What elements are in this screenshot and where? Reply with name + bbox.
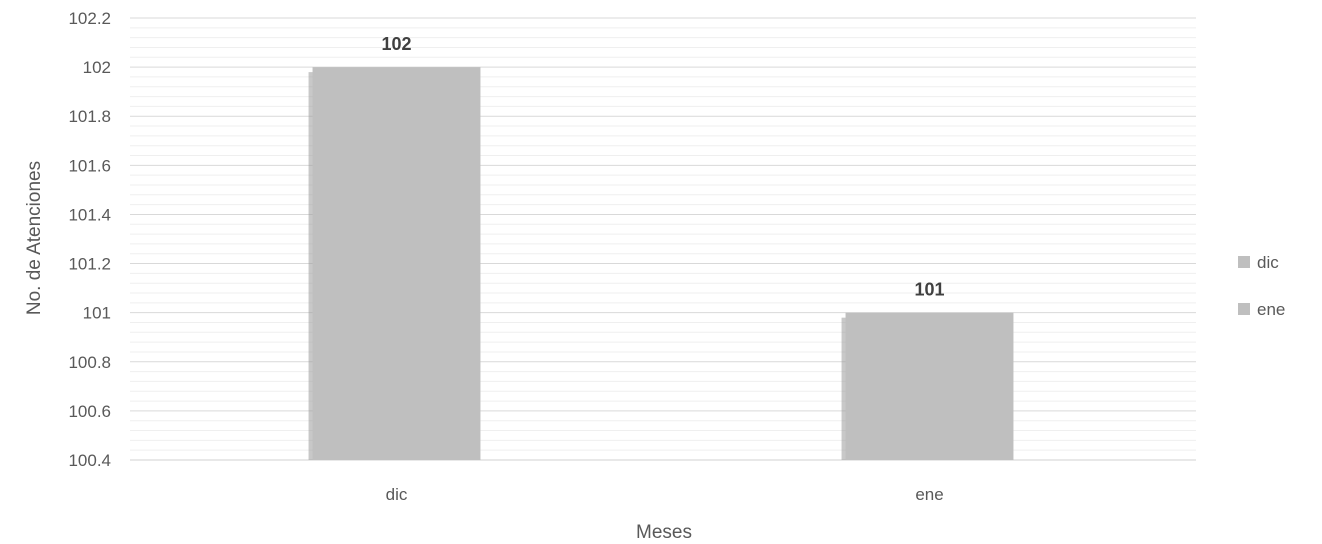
y-tick-label: 100.4 [68, 451, 111, 470]
legend: dic ene [1238, 253, 1285, 319]
y-tick-label: 101.4 [68, 205, 111, 224]
y-tick-label: 100.6 [68, 402, 111, 421]
x-axis-title: Meses [636, 522, 692, 543]
legend-label-ene: ene [1257, 300, 1285, 319]
y-tick-label: 101 [83, 304, 111, 323]
y-tick-label: 100.8 [68, 353, 111, 372]
bars [308, 67, 1014, 460]
data-label-dic: 102 [381, 34, 411, 54]
y-tick-label: 101.8 [68, 107, 111, 126]
legend-swatch-dic [1238, 256, 1250, 268]
grid-lines [130, 17, 1196, 461]
x-tick-label-dic: dic [386, 485, 408, 504]
data-label-ene: 101 [914, 280, 944, 300]
y-tick-label: 101.2 [68, 255, 111, 274]
legend-swatch-ene [1238, 303, 1250, 315]
y-tick-label: 101.6 [68, 156, 111, 175]
x-tick-label-ene: ene [915, 485, 943, 504]
data-labels: 102 101 [381, 34, 944, 300]
legend-label-dic: dic [1257, 253, 1279, 272]
y-axis-ticks: 100.4 100.6 100.8 101 101.2 101.4 101.6 101.8 10… [68, 9, 111, 470]
bar-dic [312, 67, 481, 460]
y-axis-title: No. de Atenciones [24, 161, 45, 315]
y-tick-label: 102 [83, 58, 111, 77]
bar-ene [845, 312, 1014, 460]
x-axis-ticks: dic ene [386, 485, 944, 504]
y-tick-label: 102.2 [68, 9, 111, 28]
